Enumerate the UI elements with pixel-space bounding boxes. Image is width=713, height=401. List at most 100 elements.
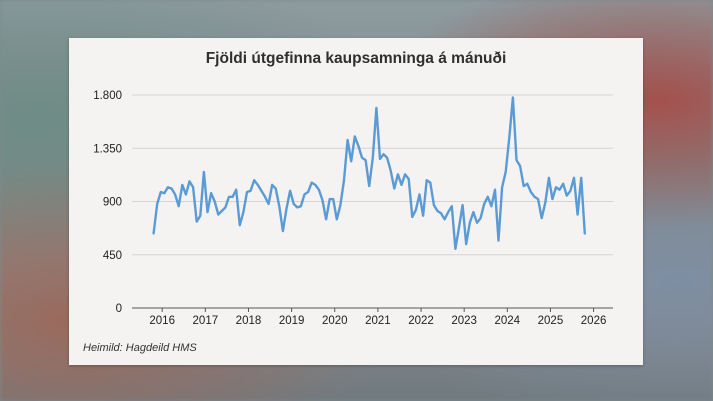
data-point [440, 213, 442, 215]
data-point [243, 211, 245, 213]
data-point [408, 178, 410, 180]
x-tick-label-2026: 2026 [581, 315, 607, 327]
chart-title: Fjöldi útgefinna kaupsamninga á mánuði [205, 50, 507, 67]
data-point [282, 230, 284, 232]
data-point [289, 190, 291, 192]
data-point [264, 196, 266, 198]
y-tick-label-900: 900 [103, 197, 122, 209]
data-point [318, 189, 320, 191]
data-point [480, 217, 482, 219]
data-point [390, 170, 392, 172]
data-point [225, 207, 227, 209]
data-point [433, 204, 435, 206]
data-point [239, 224, 241, 226]
data-point [541, 217, 543, 219]
data-point [444, 218, 446, 220]
data-point [268, 203, 270, 205]
data-point [512, 97, 514, 99]
data-point [412, 216, 414, 218]
data-point [505, 171, 507, 173]
data-point [555, 187, 557, 189]
data-point [271, 184, 273, 186]
x-tick-label-2022: 2022 [408, 315, 434, 327]
x-tick-label-2025: 2025 [538, 315, 564, 327]
data-point [516, 159, 518, 161]
y-axis-tick-labels: 0 450 900 1.350 1.800 [93, 90, 122, 315]
x-tick-label-2018: 2018 [236, 315, 262, 327]
data-point [253, 179, 255, 181]
data-point [361, 157, 363, 159]
data-point [332, 198, 334, 200]
data-point [570, 190, 572, 192]
data-point [314, 184, 316, 186]
data-point [494, 189, 496, 191]
data-point [178, 205, 180, 207]
data-point [203, 171, 205, 173]
data-point [401, 184, 403, 186]
data-point [526, 183, 528, 185]
data-point [232, 196, 234, 198]
data-point [451, 205, 453, 207]
data-point [235, 189, 237, 191]
data-point [174, 194, 176, 196]
data-point [164, 192, 166, 194]
data-point [469, 222, 471, 224]
data-point [336, 218, 338, 220]
data-point [322, 200, 324, 202]
data-point [476, 222, 478, 224]
data-point [580, 177, 582, 179]
data-point [537, 198, 539, 200]
data-point [534, 196, 536, 198]
x-tick-label-2019: 2019 [279, 315, 305, 327]
data-point [404, 173, 406, 175]
data-point [530, 191, 532, 193]
x-axis [132, 307, 613, 312]
data-point [523, 185, 525, 187]
data-point [509, 137, 511, 139]
data-point [257, 184, 259, 186]
data-point [372, 157, 374, 159]
data-point [544, 202, 546, 204]
data-point [182, 184, 184, 186]
data-point [261, 190, 263, 192]
data-point [455, 248, 457, 250]
data-point [171, 188, 173, 190]
data-point [347, 139, 349, 141]
x-tick-label-2016: 2016 [149, 315, 175, 327]
y-tick-label-0: 0 [116, 303, 122, 315]
data-point [228, 196, 230, 198]
data-point [185, 194, 187, 196]
data-point [350, 160, 352, 162]
data-point [192, 187, 194, 189]
data-point [422, 215, 424, 217]
data-point [573, 177, 575, 179]
data-point [386, 157, 388, 159]
x-tick-label-2023: 2023 [451, 315, 477, 327]
data-point [329, 198, 331, 200]
data-point [501, 187, 503, 189]
data-point [483, 203, 485, 205]
x-tick-label-2021: 2021 [365, 315, 391, 327]
y-tick-label-450: 450 [103, 250, 122, 262]
data-point [559, 189, 561, 191]
data-point [199, 215, 201, 217]
x-axis-tick-labels: 2016 2017 2018 2019 2020 2021 2022 2023 2024 2025… [149, 315, 606, 327]
data-point [379, 158, 381, 160]
x-tick-label-2024: 2024 [495, 315, 521, 327]
data-point [426, 179, 428, 181]
data-point [397, 173, 399, 175]
data-point [325, 218, 327, 220]
series-group [152, 96, 586, 251]
data-point [491, 205, 493, 207]
data-point [307, 191, 309, 193]
y-tick-label-1800: 1.800 [93, 90, 122, 102]
data-point [437, 210, 439, 212]
data-point [498, 240, 500, 242]
data-point [429, 182, 431, 184]
chart-card: Fjöldi útgefinna kaupsamninga á mánuði 0… [69, 38, 643, 365]
data-point [160, 191, 162, 193]
data-point [368, 185, 370, 187]
data-point [311, 182, 313, 184]
x-tick-label-2020: 2020 [322, 315, 348, 327]
